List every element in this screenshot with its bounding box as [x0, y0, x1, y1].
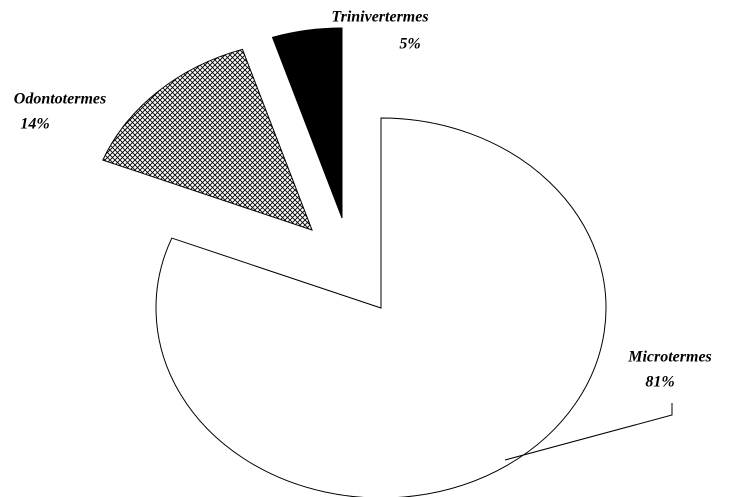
pie-slice — [271, 27, 343, 219]
pie-slice — [155, 117, 607, 497]
slice-label: Odontotermes — [14, 91, 106, 108]
pie-slice — [102, 48, 313, 231]
slice-value-label: 81% — [645, 374, 674, 391]
slice-label: Trinivertermes — [331, 9, 428, 26]
slice-label: Microtermes — [627, 349, 712, 366]
slice-value-label: 5% — [399, 36, 420, 53]
slice-value-label: 14% — [20, 116, 49, 133]
leader-line — [504, 403, 673, 461]
